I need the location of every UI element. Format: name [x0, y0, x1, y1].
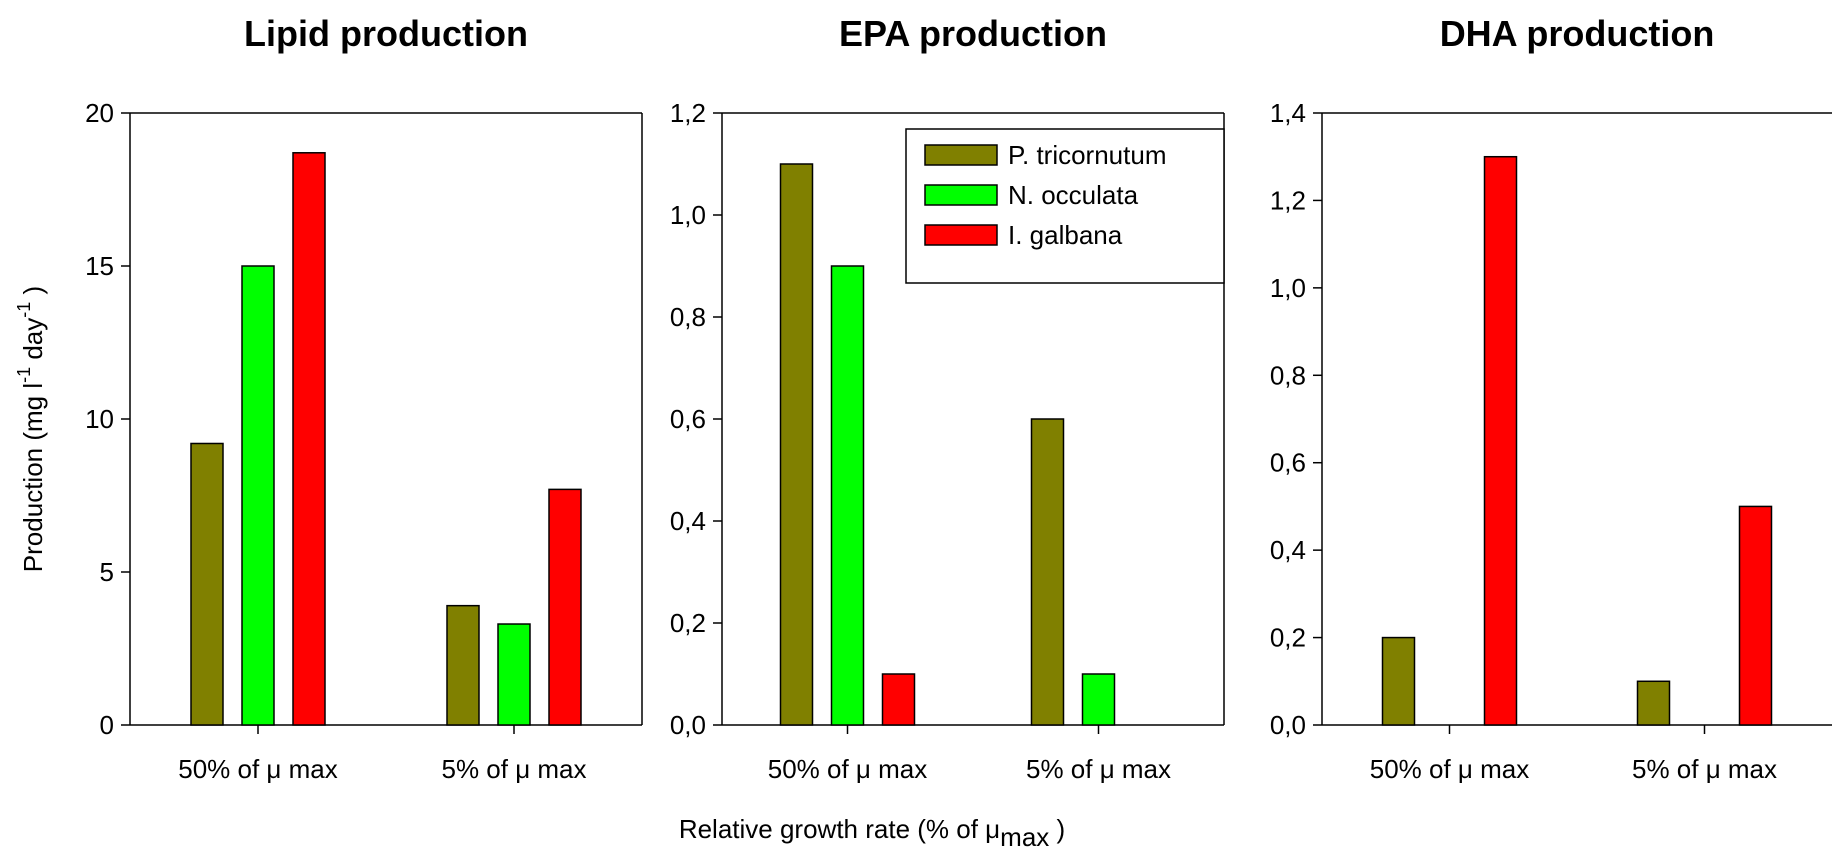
- bar-i-galbana-2: [1738, 505, 1773, 726]
- bar-n-occulata-2: [497, 623, 531, 726]
- y-tick-label: 15: [85, 251, 114, 281]
- x-axis-label: Relative growth rate (% of μmax ): [679, 814, 1065, 849]
- legend-label: I. galbana: [1008, 220, 1123, 250]
- x-tick-label: 50% of μ max: [768, 754, 928, 784]
- bar-i-galbana-1: [881, 673, 916, 726]
- y-tick-label: 1,0: [1270, 273, 1306, 303]
- x-tick-label: 50% of μ max: [178, 754, 338, 784]
- chart-panel-2: EPA production 0,0 0,2 0,4 0,6 0,8 1,0 1,2 50% o…: [670, 13, 1225, 784]
- y-tick-label: 10: [85, 404, 114, 434]
- y-tick-label: 1,2: [1270, 185, 1306, 215]
- y-tick-label: 1,0: [670, 200, 706, 230]
- legend-swatch: [924, 184, 998, 206]
- y-tick-label: 0,6: [1270, 448, 1306, 478]
- x-tick-label: 5% of μ max: [441, 754, 586, 784]
- chart-title: Lipid production: [244, 13, 528, 54]
- bar-p-tricornutum-1: [1381, 636, 1416, 726]
- bar-n-occulata-1: [830, 265, 865, 726]
- y-axis-label: Production (mg l-1 day-1 ): [14, 286, 48, 572]
- legend-label: N. occulata: [1008, 180, 1139, 210]
- legend-label: P. tricornutum: [1008, 140, 1166, 170]
- bar-p-tricornutum-1: [779, 163, 814, 726]
- y-tick-label: 0,0: [1270, 710, 1306, 740]
- y-tick-label: 0,4: [1270, 535, 1306, 565]
- chart-panel-3: DHA production 0,0 0,2 0,4 0,6 0,8 1,0 1,2 1,4 50…: [1270, 13, 1832, 784]
- legend-swatch: [924, 144, 998, 166]
- y-tick-label: 0,8: [1270, 360, 1306, 390]
- y-tick-label: 0,6: [670, 404, 706, 434]
- y-tick-label: 20: [85, 98, 114, 128]
- x-tick-label: 5% of μ max: [1632, 754, 1777, 784]
- bar-i-galbana-1: [292, 152, 326, 726]
- y-tick-label: 0,8: [670, 302, 706, 332]
- x-tick-label: 50% of μ max: [1370, 754, 1530, 784]
- y-tick-label: 0,4: [670, 506, 706, 536]
- bar-p-tricornutum-2: [1636, 680, 1671, 726]
- y-tick-label: 0,0: [670, 710, 706, 740]
- bar-p-tricornutum-1: [190, 442, 224, 726]
- y-tick-label: 1,4: [1270, 98, 1306, 128]
- chart-title: DHA production: [1440, 13, 1715, 54]
- bar-p-tricornutum-2: [1030, 418, 1065, 726]
- y-tick-label: 1,2: [670, 98, 706, 128]
- bar-i-galbana-2: [548, 488, 582, 726]
- chart-panel-1: Lipid production 0 5 10 15 20 50% of μ max 5% o…: [85, 13, 643, 784]
- bar-n-occulata-2: [1081, 673, 1116, 726]
- y-tick-label: 0,2: [1270, 623, 1306, 653]
- bar-p-tricornutum-2: [446, 604, 480, 726]
- bar-i-galbana-1: [1483, 155, 1518, 726]
- bar-n-occulata-1: [241, 265, 275, 726]
- legend: P. tricornutum N. occulata I. galbana: [905, 128, 1225, 284]
- chart-title: EPA production: [839, 13, 1107, 54]
- legend-swatch: [924, 224, 998, 246]
- y-tick-label: 5: [100, 557, 114, 587]
- y-tick-label: 0: [100, 710, 114, 740]
- x-tick-label: 5% of μ max: [1026, 754, 1171, 784]
- y-tick-label: 0,2: [670, 608, 706, 638]
